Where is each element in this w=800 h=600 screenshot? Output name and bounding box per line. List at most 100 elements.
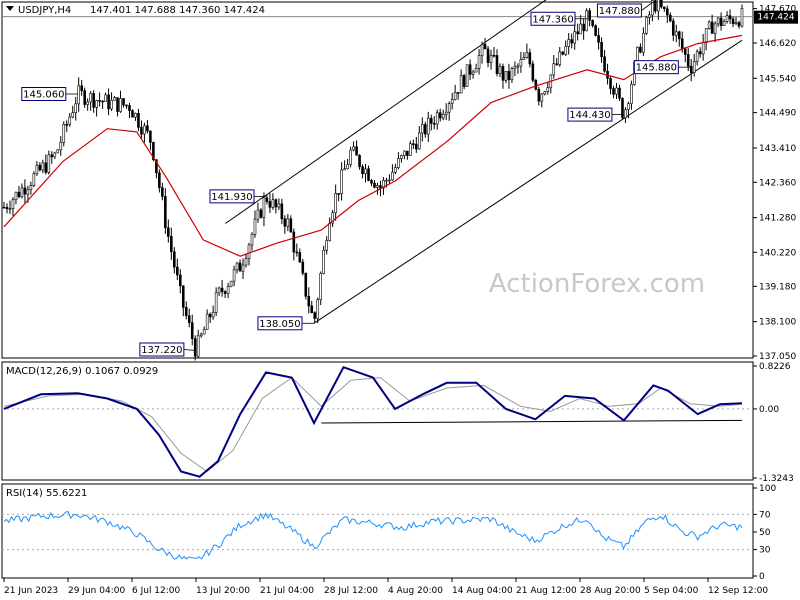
time-tick-label: 5 Sep 04:00 — [644, 586, 699, 596]
candle-body — [495, 55, 499, 74]
candle-body — [32, 173, 36, 186]
candle-body — [459, 75, 463, 94]
macd-tick-label: -1.3243 — [759, 474, 794, 484]
candle-body — [471, 71, 475, 75]
candle-body — [468, 64, 472, 75]
price-tick-label: 147.670 — [759, 5, 796, 15]
candle-body — [519, 59, 523, 67]
candle-body — [41, 162, 45, 171]
candle-body — [480, 44, 484, 56]
candle-body — [695, 51, 699, 62]
candle-body — [453, 92, 457, 100]
candle-body — [409, 143, 412, 156]
candle-body — [265, 197, 269, 202]
candle-body — [178, 274, 182, 287]
candle-body — [719, 17, 723, 26]
candle-body — [229, 280, 233, 287]
candle-body — [465, 64, 469, 87]
candle-body — [274, 199, 278, 208]
candle-body — [462, 75, 466, 87]
candle-body — [298, 252, 302, 263]
candle-body — [241, 264, 245, 272]
candle-body — [340, 169, 343, 194]
candle-body — [259, 209, 263, 218]
current-price-tag: 147.424 — [754, 10, 798, 24]
candle-body — [501, 66, 505, 81]
candle-body — [68, 116, 72, 125]
ascending-channel[interactable] — [225, 0, 743, 324]
candle-body — [400, 155, 403, 159]
candle-body — [418, 132, 421, 150]
candle-body — [636, 46, 639, 63]
candle-body — [250, 233, 254, 246]
candle-body — [367, 168, 370, 181]
candle-body — [612, 88, 615, 95]
main-panel[interactable] — [1, 1, 754, 359]
macd-support-line — [321, 419, 743, 424]
candle-body — [657, 0, 660, 12]
candle-body — [334, 193, 337, 214]
candle-body — [373, 182, 376, 188]
rsi-panel[interactable] — [1, 483, 754, 579]
candle-body — [585, 10, 588, 32]
candle-body — [701, 42, 705, 55]
candle-body — [322, 249, 326, 274]
candle-body — [101, 100, 104, 103]
candle-body — [731, 18, 735, 25]
candle-body — [187, 315, 191, 324]
candle-body — [456, 92, 460, 94]
candle-body — [116, 97, 119, 112]
candle-body — [199, 333, 203, 337]
time-tick-label: 21 Aug 12:00 — [516, 586, 577, 596]
annotation-leader — [183, 349, 196, 351]
candle-body — [211, 312, 215, 318]
candle-body — [725, 15, 729, 22]
time-tick-label: 14 Aug 04:00 — [452, 586, 513, 596]
candle-body — [683, 48, 687, 55]
candle-body — [543, 91, 547, 95]
candle-body — [14, 191, 18, 200]
candle-body — [689, 65, 693, 73]
time-axis: 21 Jun 2023 29 Jun 04:00 6 Jul 12:00 13 Jul… — [3, 578, 768, 596]
ma-line — [3, 34, 743, 257]
candle-body — [59, 142, 63, 151]
dropdown-triangle-icon[interactable] — [6, 6, 14, 11]
candle-body — [56, 149, 60, 154]
time-tick-label: 13 Jul 20:00 — [196, 586, 250, 596]
candle-body — [235, 262, 239, 271]
candle-body — [540, 93, 544, 102]
annotation-label: 141.930 — [211, 192, 252, 203]
candle-body — [247, 244, 251, 260]
time-tick-label: 21 Jul 04:00 — [260, 586, 314, 596]
candle-body — [262, 197, 266, 218]
candle-body — [642, 32, 645, 53]
candle-body — [38, 164, 42, 171]
candle-body — [537, 88, 541, 102]
candle-body — [346, 164, 349, 170]
macd-lines — [3, 365, 743, 478]
current-price-tag-box — [754, 10, 798, 24]
candle-body — [173, 251, 176, 268]
price-tick-label: 142.360 — [759, 178, 796, 188]
candle-body — [95, 100, 98, 108]
candle-body — [710, 21, 714, 34]
candle-body — [504, 71, 508, 81]
candle-body — [196, 335, 200, 357]
main-price-axis: 147.670 146.620 145.540 144.490 143.410 142.3… — [753, 5, 796, 362]
candle-body — [474, 67, 478, 73]
candle-body — [674, 31, 678, 36]
candle-body — [621, 97, 624, 118]
candle-body — [110, 99, 113, 110]
candle-body — [149, 130, 152, 143]
candle-body — [382, 180, 385, 189]
candle-body — [385, 179, 388, 182]
candle-body — [256, 209, 260, 220]
candle-body — [651, 0, 654, 16]
candle-body — [137, 112, 140, 128]
candle-body — [80, 85, 83, 91]
candle-body — [663, 6, 666, 10]
candle-body — [734, 22, 738, 25]
candle-body — [546, 87, 550, 92]
candle-body — [698, 51, 702, 55]
candle-body — [292, 231, 296, 253]
